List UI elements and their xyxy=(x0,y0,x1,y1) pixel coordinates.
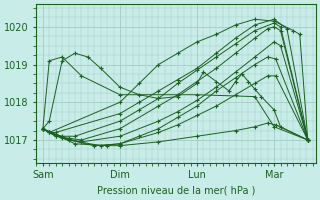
X-axis label: Pression niveau de la mer( hPa ): Pression niveau de la mer( hPa ) xyxy=(97,186,255,196)
